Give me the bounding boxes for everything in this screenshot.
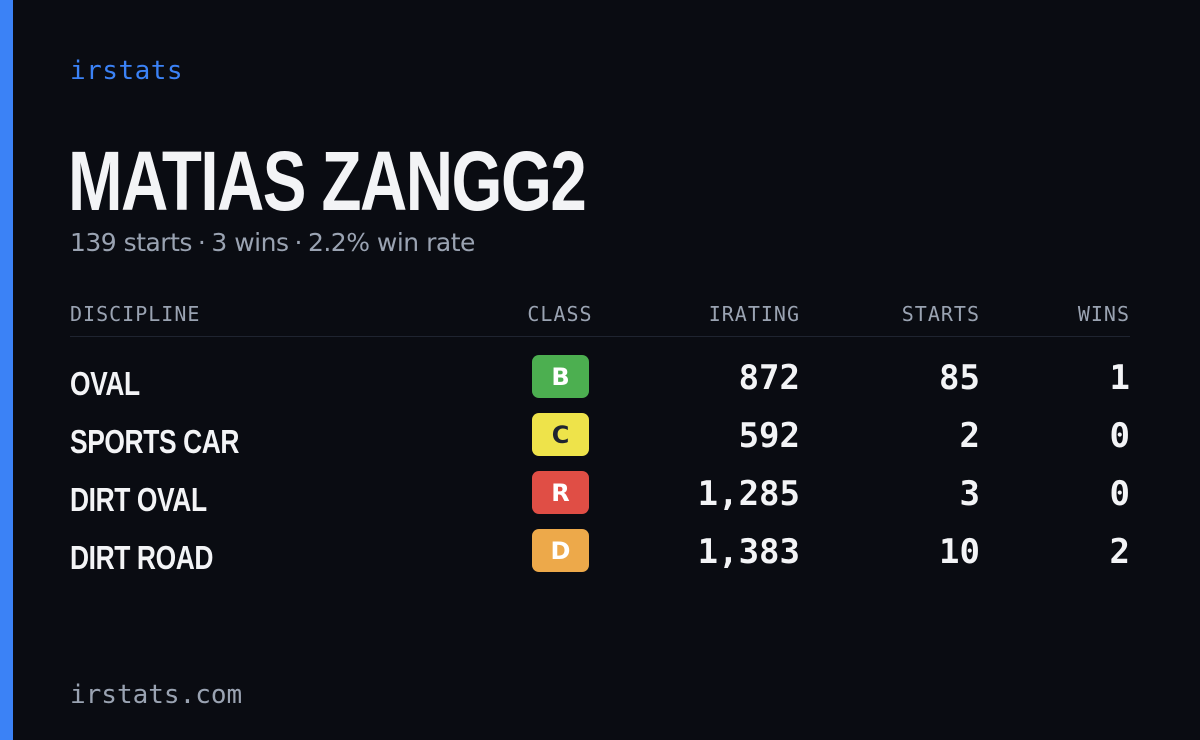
starts-value: 85 xyxy=(939,358,980,398)
class-badge: B xyxy=(532,355,589,398)
class-badge: C xyxy=(532,413,589,456)
wins-value: 0 xyxy=(1109,474,1130,514)
wins-value: 0 xyxy=(1109,416,1130,456)
player-summary: 139 starts · 3 wins · 2.2% win rate xyxy=(70,228,475,257)
table-header: DISCIPLINE CLASS IRATING STARTS WINS xyxy=(70,296,1130,337)
table-body: OVAL B 872 85 1 SPORTS CAR C 592 2 0 DIR… xyxy=(70,353,1130,585)
player-name: MATIAS ZANGG2 xyxy=(68,134,587,228)
header-class: CLASS xyxy=(527,302,593,326)
summary-separator: · xyxy=(197,228,206,257)
irating-value: 1,285 xyxy=(697,474,800,514)
stats-table: DISCIPLINE CLASS IRATING STARTS WINS OVA… xyxy=(70,296,1130,585)
starts-value: 10 xyxy=(939,532,980,572)
header-discipline: DISCIPLINE xyxy=(70,302,201,326)
class-badge: R xyxy=(532,471,589,514)
discipline-name: OVAL xyxy=(70,365,140,402)
discipline-name: SPORTS CAR xyxy=(70,423,240,460)
discipline-name: DIRT OVAL xyxy=(70,481,207,518)
footer-domain: irstats.com xyxy=(70,680,243,710)
irating-value: 872 xyxy=(738,358,800,398)
accent-bar xyxy=(0,0,13,740)
brand-logo: irstats xyxy=(70,56,184,86)
wins-summary: 3 wins xyxy=(211,228,289,257)
starts-value: 2 xyxy=(959,416,980,456)
table-row: OVAL B 872 85 1 xyxy=(70,353,1130,411)
table-row: DIRT ROAD D 1,383 10 2 xyxy=(70,527,1130,585)
summary-separator: · xyxy=(294,228,303,257)
table-row: SPORTS CAR C 592 2 0 xyxy=(70,411,1130,469)
table-row: DIRT OVAL R 1,285 3 0 xyxy=(70,469,1130,527)
starts-value: 3 xyxy=(959,474,980,514)
win-rate-summary: 2.2% win rate xyxy=(307,228,475,257)
class-badge: D xyxy=(532,529,589,572)
header-wins: WINS xyxy=(1077,302,1130,326)
irating-value: 592 xyxy=(738,416,800,456)
starts-summary: 139 starts xyxy=(70,228,192,257)
header-starts: STARTS xyxy=(901,302,980,326)
wins-value: 1 xyxy=(1109,358,1130,398)
discipline-name: DIRT ROAD xyxy=(70,539,214,576)
header-irating: IRATING xyxy=(708,302,800,326)
irating-value: 1,383 xyxy=(697,532,800,572)
wins-value: 2 xyxy=(1109,532,1130,572)
